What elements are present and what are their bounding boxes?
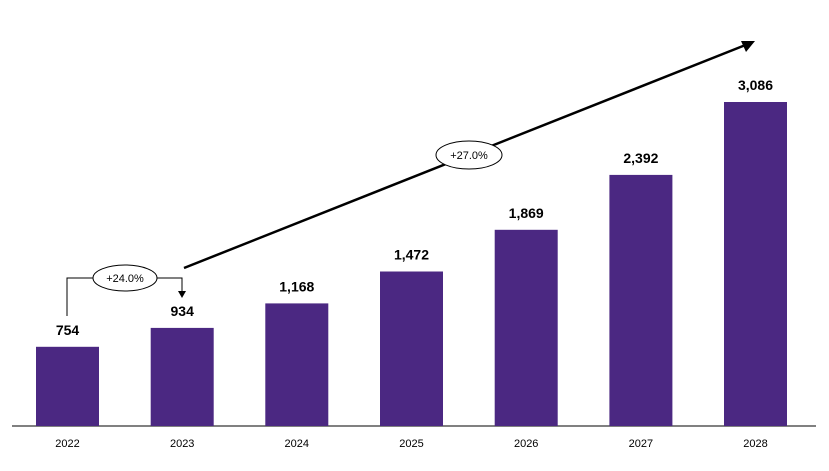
annotation-label: +24.0%: [106, 273, 144, 285]
bars-group: [36, 102, 787, 426]
bar-2027: [609, 174, 673, 426]
value-label-2028: 3,086: [738, 77, 773, 93]
value-label-2025: 1,472: [394, 247, 429, 263]
bar-2028: [724, 102, 787, 426]
value-label-2024: 1,168: [279, 278, 314, 294]
tick-labels-group: 2022 2023 2024 2025 2026 2027 2028: [55, 438, 767, 450]
bar-2026: [494, 229, 558, 426]
x-tick-label-2027: 2027: [629, 438, 653, 450]
annotation-cagr-2023-2028: +27.0%: [183, 41, 755, 270]
annotation-label: +27.0%: [450, 150, 488, 162]
arrow-head-icon: [741, 41, 755, 52]
value-label-2023: 934: [171, 303, 195, 319]
value-label-2026: 1,869: [509, 205, 544, 221]
x-tick-label-2028: 2028: [743, 438, 767, 450]
value-labels-group: 754 934 1,168 1,472 1,869 2,392 3,086: [56, 77, 773, 338]
value-label-2022: 754: [56, 322, 80, 338]
bar-2022: [36, 346, 99, 426]
x-tick-label-2024: 2024: [285, 438, 309, 450]
annotation-cagr-2022-2023: +24.0%: [66, 264, 186, 316]
annotation-bubble: [92, 264, 158, 292]
value-label-2027: 2,392: [623, 150, 658, 166]
x-tick-label-2026: 2026: [514, 438, 538, 450]
arrow-head-icon: [178, 291, 186, 298]
annotation-bubble: [435, 140, 503, 170]
bar-2024: [265, 303, 329, 426]
x-tick-label-2025: 2025: [399, 438, 423, 450]
x-tick-label-2023: 2023: [170, 438, 194, 450]
x-tick-label-2022: 2022: [55, 438, 79, 450]
bar-2023: [150, 327, 214, 426]
bar-2025: [380, 271, 443, 426]
